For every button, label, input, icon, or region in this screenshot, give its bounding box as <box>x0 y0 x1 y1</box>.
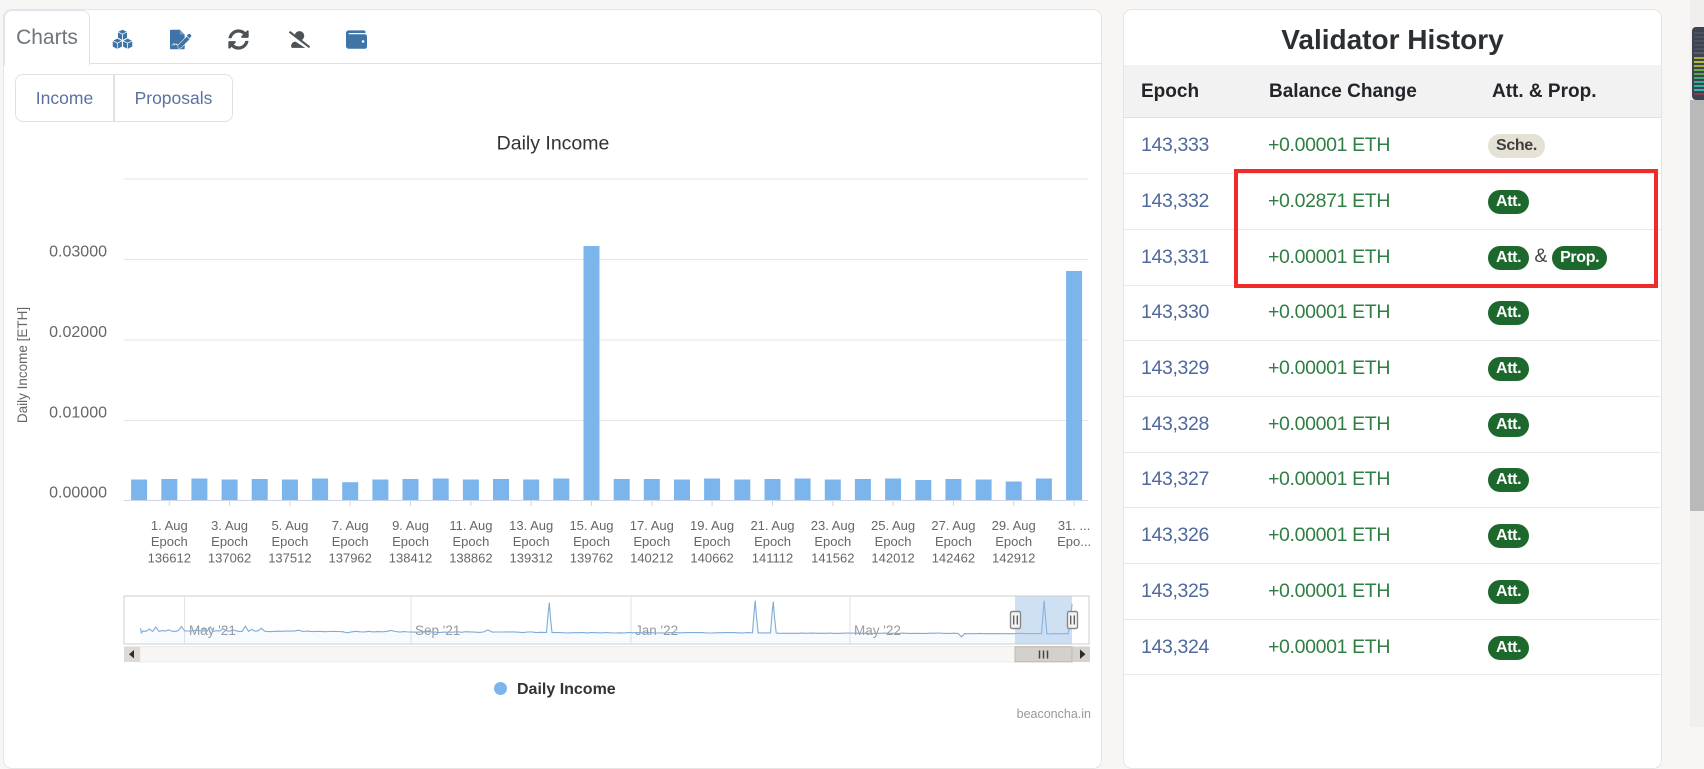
svg-text:0.03000: 0.03000 <box>49 244 107 261</box>
svg-text:Daily Income [ETH]: Daily Income [ETH] <box>15 307 30 423</box>
svg-text:beaconcha.in: beaconcha.in <box>1017 707 1091 721</box>
svg-text:142012: 142012 <box>871 551 914 566</box>
svg-text:139762: 139762 <box>570 551 613 566</box>
svg-text:13. Aug: 13. Aug <box>509 518 553 533</box>
svg-text:3. Aug: 3. Aug <box>211 518 248 533</box>
svg-text:11. Aug: 11. Aug <box>449 518 492 533</box>
svg-text:Epoch: Epoch <box>271 534 308 549</box>
svg-text:Epoch: Epoch <box>814 534 851 549</box>
svg-text:0.00000: 0.00000 <box>49 485 107 502</box>
svg-text:Epoch: Epoch <box>452 534 489 549</box>
svg-text:Daily Income: Daily Income <box>497 133 610 155</box>
svg-text:Sep '21: Sep '21 <box>415 623 460 638</box>
svg-text:Epoch: Epoch <box>211 534 248 549</box>
svg-text:7. Aug: 7. Aug <box>332 518 369 533</box>
svg-text:142912: 142912 <box>992 551 1035 566</box>
svg-text:Epo...: Epo... <box>1057 534 1091 549</box>
svg-text:29. Aug: 29. Aug <box>992 518 1036 533</box>
svg-text:137962: 137962 <box>329 551 372 566</box>
svg-text:Epoch: Epoch <box>573 534 610 549</box>
svg-text:17. Aug: 17. Aug <box>630 518 674 533</box>
svg-text:0.01000: 0.01000 <box>49 405 107 422</box>
svg-text:141562: 141562 <box>811 551 854 566</box>
svg-text:Epoch: Epoch <box>995 534 1032 549</box>
svg-text:15. Aug: 15. Aug <box>569 518 613 533</box>
svg-text:138862: 138862 <box>449 551 492 566</box>
svg-text:27. Aug: 27. Aug <box>931 518 975 533</box>
svg-text:Epoch: Epoch <box>694 534 731 549</box>
svg-text:Epoch: Epoch <box>332 534 369 549</box>
svg-text:0.02000: 0.02000 <box>49 324 107 341</box>
svg-text:Epoch: Epoch <box>875 534 912 549</box>
svg-text:Epoch: Epoch <box>392 534 429 549</box>
svg-text:140212: 140212 <box>630 551 673 566</box>
svg-text:138412: 138412 <box>389 551 432 566</box>
svg-text:5. Aug: 5. Aug <box>271 518 308 533</box>
svg-text:9. Aug: 9. Aug <box>392 518 429 533</box>
svg-text:21. Aug: 21. Aug <box>750 518 794 533</box>
svg-text:Epoch: Epoch <box>513 534 550 549</box>
svg-text:Jan '22: Jan '22 <box>635 623 678 638</box>
svg-text:139312: 139312 <box>510 551 553 566</box>
svg-text:141112: 141112 <box>752 551 793 566</box>
svg-text:1. Aug: 1. Aug <box>151 518 188 533</box>
svg-text:Daily Income: Daily Income <box>517 681 616 698</box>
svg-text:31. ...: 31. ... <box>1058 518 1091 533</box>
svg-text:137512: 137512 <box>268 551 311 566</box>
svg-text:Epoch: Epoch <box>935 534 972 549</box>
svg-text:137062: 137062 <box>208 551 251 566</box>
svg-text:25. Aug: 25. Aug <box>871 518 915 533</box>
svg-text:136612: 136612 <box>148 551 191 566</box>
svg-text:Epoch: Epoch <box>754 534 791 549</box>
svg-text:23. Aug: 23. Aug <box>811 518 855 533</box>
svg-text:May '22: May '22 <box>854 623 901 638</box>
svg-text:19. Aug: 19. Aug <box>690 518 734 533</box>
svg-text:140662: 140662 <box>690 551 733 566</box>
svg-text:Epoch: Epoch <box>151 534 188 549</box>
svg-text:142462: 142462 <box>932 551 975 566</box>
svg-text:Epoch: Epoch <box>633 534 670 549</box>
